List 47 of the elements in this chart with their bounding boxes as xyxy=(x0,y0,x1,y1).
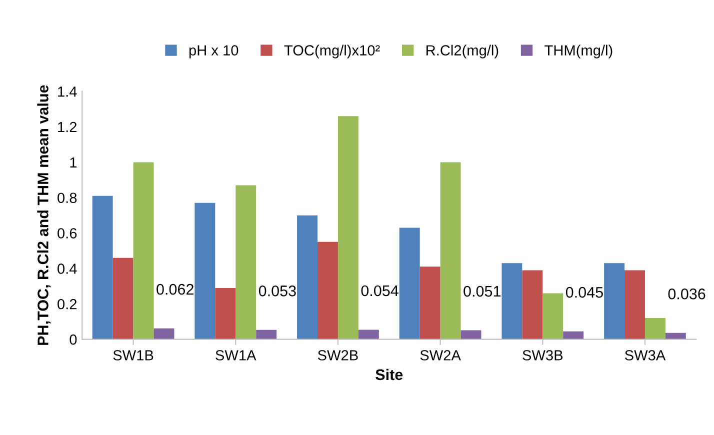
bar xyxy=(236,185,256,340)
x-tick-label: SW1B xyxy=(113,350,154,360)
x-tick-label: SW3A xyxy=(624,350,666,360)
data-label: 0.062 xyxy=(156,284,194,295)
bar xyxy=(297,215,318,340)
y-tick-label: 0.6 xyxy=(58,228,77,238)
bar xyxy=(502,263,522,340)
legend-label: TOC(mg/l)x10² xyxy=(284,44,380,58)
bar xyxy=(542,293,564,340)
bar xyxy=(133,162,154,340)
bar xyxy=(154,328,174,340)
y-tick-label: 1.4 xyxy=(58,86,77,97)
data-label: 0.054 xyxy=(361,285,398,296)
bar xyxy=(420,266,440,340)
bar xyxy=(399,228,420,340)
bar xyxy=(440,162,461,340)
legend-label: THM(mg/l) xyxy=(544,44,612,58)
bar xyxy=(338,116,358,340)
x-tick-label: SW3B xyxy=(522,350,563,360)
bar xyxy=(358,330,379,340)
y-tick-label: 0.2 xyxy=(58,298,77,310)
bar xyxy=(644,318,666,340)
data-label: 0.045 xyxy=(566,286,603,298)
y-tick-label: 0.4 xyxy=(58,264,77,274)
y-tick-label: 0.8 xyxy=(58,192,77,204)
x-tick-label: SW2B xyxy=(318,350,358,360)
legend-label: pH x 10 xyxy=(189,45,238,58)
x-axis-title: Site xyxy=(376,368,403,380)
bar xyxy=(256,330,277,340)
y-tick-label: 1.2 xyxy=(58,122,77,132)
x-tick-label: SW1A xyxy=(216,350,256,360)
data-label: 0.053 xyxy=(258,286,296,296)
legend-label: R.Cl2(mg/l) xyxy=(426,44,498,58)
data-label: 0.036 xyxy=(668,288,706,300)
y-axis-title: PH,TOC, R.Cl2 and THM mean value xyxy=(37,85,51,345)
bar xyxy=(522,270,543,340)
bar xyxy=(624,270,645,340)
x-tick-label: SW2A xyxy=(420,350,461,360)
bar xyxy=(317,242,338,340)
bar xyxy=(112,258,134,340)
y-tick-label: 0 xyxy=(70,334,77,345)
bar xyxy=(604,263,625,340)
bar xyxy=(215,288,236,340)
bar xyxy=(194,202,216,340)
data-label: 0.051 xyxy=(464,286,500,297)
bar xyxy=(92,196,113,340)
y-tick-label: 1 xyxy=(70,157,77,168)
